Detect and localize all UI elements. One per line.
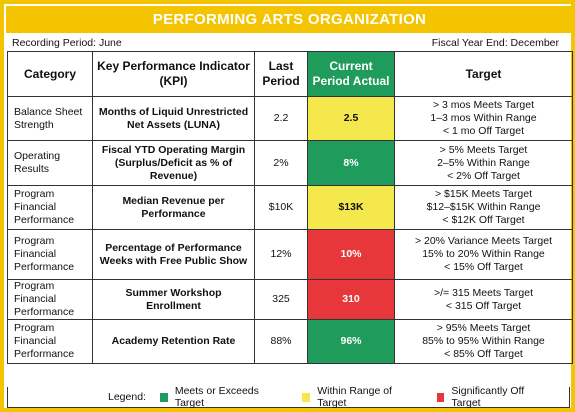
header-target: Target [394,51,573,97]
target-line: < 85% Off Target [444,348,523,360]
kpi-cell: Median Revenue per Performance [92,185,255,230]
recording-period: Recording Period: June [12,37,122,49]
target-line: < 315 Off Target [445,299,522,312]
target-line: >/= 315 Meets Target [433,286,534,299]
legend-item-off: Significantly Off Target [436,385,543,409]
target-line: < $12K Off Target [442,214,525,226]
legend-swatch-green [159,392,168,402]
legend-text-off: Significantly Off Target [451,385,525,409]
fiscal-year-end: Fiscal Year End: December [431,37,559,49]
target-line: $12–$15K Within Range [426,201,541,213]
header-current-period: Current Period Actual [307,51,395,97]
table-row: Program Financial Performance Percentage … [7,229,573,280]
header-last-period: Last Period [254,51,308,97]
target-line: > 95% Meets Target [436,322,531,334]
target-cell: > 3 mos Meets Target 1–3 mos Within Range… [394,96,573,141]
kpi-cell: Fiscal YTD Operating Margin (Surplus/Def… [92,140,255,186]
last-period-cell: $10K [254,185,308,230]
kpi-table: Category Key Performance Indicator (KPI)… [7,51,573,364]
target-line: 15% to 20% Within Range [422,248,545,260]
kpi-cell: Academy Retention Rate [92,319,255,364]
legend: Legend: Meets or Exceeds Target Within R… [7,385,570,409]
legend-text-meets: Meets or Exceeds Target [174,385,259,409]
category-cell: Program Financial Performance [7,229,93,280]
legend-text-within: Within Range of Target [317,385,392,409]
target-line: > $15K Meets Target [435,188,532,200]
last-period-cell: 325 [254,279,308,320]
target-line: > 5% Meets Target [439,143,528,156]
legend-item-within: Within Range of Target [302,385,410,409]
table-row: Operating Results Fiscal YTD Operating Ma… [7,140,573,186]
legend-swatch-red [436,392,445,402]
legend-item-meets: Meets or Exceeds Target [159,385,276,409]
target-line: < 1 mo Off Target [442,125,525,137]
legend-swatch-yellow [302,392,311,402]
target-cell: > 5% Meets Target 2–5% Within Range < 2% O… [394,140,573,186]
target-cell: >/= 315 Meets Target < 315 Off Target [394,279,573,320]
target-cell: > $15K Meets Target $12–$15K Within Range… [394,185,573,230]
category-cell: Operating Results [7,140,93,186]
target-line: 85% to 95% Within Range [422,335,545,347]
table-row: Program Financial Performance Summer Work… [7,279,573,320]
target-line: < 2% Off Target [447,169,520,182]
table-row: Balance Sheet Strength Months of Liquid U… [7,96,573,141]
category-cell: Program Financial Performance [7,319,93,364]
last-period-cell: 88% [254,319,308,364]
table-row: Program Financial Performance Median Reve… [7,185,573,230]
kpi-cell: Summer Workshop Enrollment [92,279,255,320]
current-period-cell: $13K [307,185,395,230]
current-period-cell: 2.5 [307,96,395,141]
current-period-cell: 10% [307,229,395,280]
target-cell: > 20% Variance Meets Target 15% to 20% Wi… [394,229,573,280]
table-header-row: Category Key Performance Indicator (KPI)… [7,51,573,97]
category-cell: Program Financial Performance [7,279,93,320]
target-line: < 15% Off Target [444,261,523,273]
target-line: > 3 mos Meets Target [432,99,535,111]
target-line: 1–3 mos Within Range [430,112,537,124]
table-row: Program Financial Performance Academy Ret… [7,319,573,364]
kpi-cell: Months of Liquid Unrestricted Net Assets… [92,96,255,141]
header-kpi: Key Performance Indicator (KPI) [92,51,255,97]
last-period-cell: 2% [254,140,308,186]
current-period-cell: 310 [307,279,395,320]
kpi-cell: Percentage of Performance Weeks with Fre… [92,229,255,280]
current-period-cell: 8% [307,140,395,186]
category-cell: Balance Sheet Strength [7,96,93,141]
legend-label: Legend: [108,391,146,403]
category-cell: Program Financial Performance [7,185,93,230]
header-category: Category [7,51,93,97]
current-period-cell: 96% [307,319,395,364]
last-period-cell: 12% [254,229,308,280]
last-period-cell: 2.2 [254,96,308,141]
target-line: > 20% Variance Meets Target [414,235,553,247]
target-cell: > 95% Meets Target 85% to 95% Within Rang… [394,319,573,364]
target-line: 2–5% Within Range [437,156,530,169]
page-title: PERFORMING ARTS ORGANIZATION [6,6,573,33]
